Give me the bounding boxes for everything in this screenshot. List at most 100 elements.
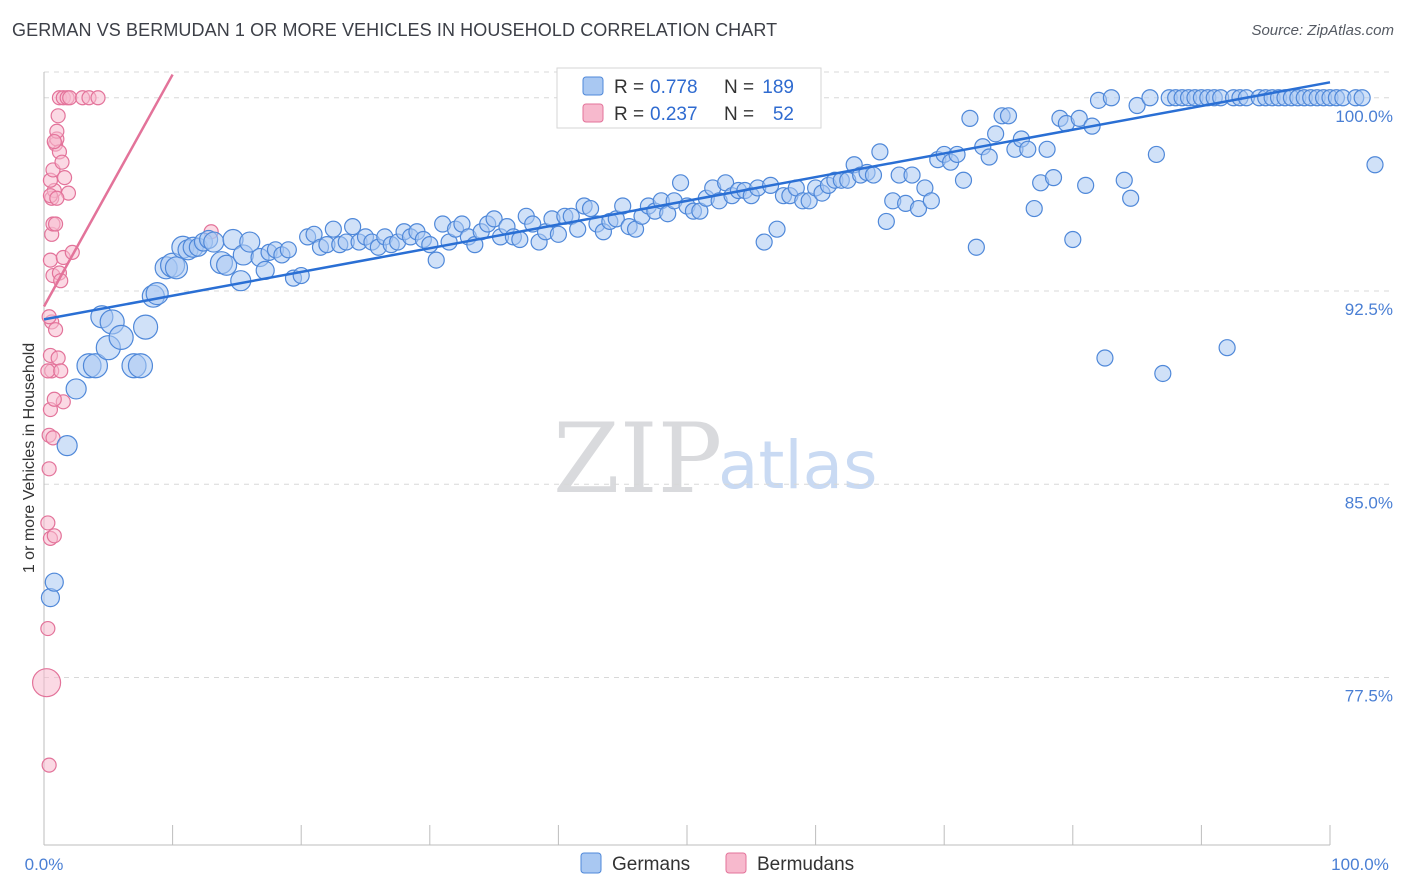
germans-point: [922, 192, 940, 210]
germans-point: [1064, 230, 1082, 249]
legend-r-label-germans: R =: [614, 77, 644, 98]
bermudans-point: [41, 757, 57, 773]
chart-title: GERMAN VS BERMUDAN 1 OR MORE VEHICLES IN…: [12, 20, 778, 40]
germans-point: [108, 324, 134, 350]
germans-point: [671, 174, 690, 192]
bermudans-point: [90, 90, 106, 106]
germans-point: [1019, 140, 1037, 158]
gridlines: [44, 71, 1390, 679]
germans-point: [1096, 349, 1114, 367]
germans-point: [132, 314, 159, 340]
bermudans-points: [31, 90, 219, 773]
germans-point: [1077, 176, 1095, 194]
germans-point: [961, 109, 979, 127]
legend-n-value-germans: 189: [762, 77, 794, 98]
germans-point: [569, 220, 587, 238]
y-axis-label: 1 or more Vehicles in Household: [21, 343, 38, 573]
germans-point: [239, 231, 261, 253]
watermark-zip: ZIP: [553, 403, 722, 515]
germans-point: [909, 199, 928, 218]
y-tick-label: 92.5%: [1345, 300, 1393, 319]
bermudans-point: [46, 391, 62, 407]
germans-point: [877, 212, 895, 231]
germans-point: [871, 143, 889, 161]
germans-point: [1154, 364, 1172, 383]
germans-point: [1025, 199, 1043, 218]
bermudans-point: [46, 528, 62, 544]
legend-n-label-germans: N =: [724, 77, 754, 98]
germans-point: [1122, 189, 1140, 207]
bermudans-point: [40, 515, 56, 531]
legend-r-value-germans: 0.778: [650, 77, 698, 98]
bermudans-point: [40, 620, 56, 637]
germans-point: [1366, 156, 1384, 174]
germans-point: [344, 218, 362, 236]
germans-point: [967, 238, 985, 256]
bermudans-point: [53, 363, 69, 379]
germans-point: [768, 220, 786, 238]
germans-point: [864, 166, 883, 184]
bermudans-point: [62, 90, 78, 106]
germans-point: [427, 251, 445, 269]
germans-point: [485, 210, 503, 228]
germans-point: [1070, 109, 1088, 127]
series-legend: Germans Bermudans: [580, 852, 854, 875]
germans-point: [324, 220, 342, 238]
bermudans-point: [46, 133, 62, 150]
series-legend-swatch-germans: [580, 852, 602, 874]
bermudans-point: [47, 322, 64, 338]
germans-point: [145, 281, 169, 306]
trend-lines: [42, 73, 1331, 321]
series-legend-swatch-bermudans: [725, 852, 747, 874]
legend-n-label-bermudans: N =: [724, 104, 754, 125]
germans-point: [203, 231, 225, 253]
germans-point: [44, 572, 64, 592]
germans-point: [1141, 89, 1159, 107]
bermudans-point: [31, 668, 62, 698]
germans-point: [1128, 96, 1146, 115]
bermudans-point: [42, 252, 59, 268]
germans-point: [581, 199, 600, 218]
y-axis-tick-labels: 77.5% 85.0% 92.5% 100.0%: [1335, 107, 1393, 706]
legend-r-value-bermudans: 0.237: [650, 104, 698, 125]
source-credit: Source: ZipAtlas.com: [1251, 22, 1394, 39]
germans-points: [40, 89, 1384, 608]
x-tick-label-min: 0.0%: [25, 855, 64, 874]
germans-point: [82, 353, 109, 379]
germans-point: [980, 148, 998, 166]
germans-point: [65, 378, 87, 400]
germans-point: [903, 166, 921, 184]
watermark: ZIP atlas: [553, 403, 878, 515]
germans-point: [1102, 89, 1120, 107]
legend-r-label-bermudans: R =: [614, 104, 644, 125]
germans-point: [987, 125, 1005, 143]
y-tick-label: 77.5%: [1345, 687, 1393, 706]
germans-point: [56, 435, 78, 457]
germans-point: [1038, 140, 1056, 158]
germans-trend-line: [43, 81, 1331, 321]
bermudans-point: [49, 190, 65, 206]
x-tick-label-max: 100.0%: [1331, 855, 1389, 874]
bermudans-point: [40, 363, 56, 379]
germans-point: [1353, 89, 1371, 107]
bermudans-point: [50, 108, 66, 124]
germans-point: [279, 241, 297, 259]
watermark-atlas: atlas: [718, 427, 878, 504]
legend-n-value-bermudans: 52: [773, 104, 794, 125]
germans-point: [1147, 145, 1165, 164]
germans-point: [1044, 169, 1063, 187]
y-tick-label: 85.0%: [1345, 493, 1393, 512]
germans-point: [1115, 171, 1133, 189]
germans-point: [999, 107, 1018, 125]
bermudans-point: [47, 216, 64, 232]
germans-point: [164, 256, 189, 280]
germans-point: [1218, 339, 1236, 357]
bermudans-point: [56, 170, 73, 186]
x-axis-ticks: [172, 825, 1331, 845]
bermudans-point: [50, 350, 66, 366]
germans-point: [954, 171, 973, 189]
germans-point: [216, 254, 238, 276]
legend-swatch-bermudans: [582, 103, 604, 123]
series-legend-label-germans: Germans: [612, 854, 690, 875]
